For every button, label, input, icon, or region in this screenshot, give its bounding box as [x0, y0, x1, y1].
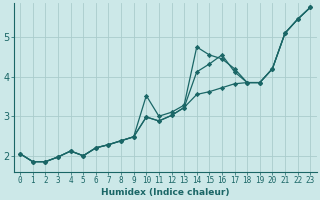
X-axis label: Humidex (Indice chaleur): Humidex (Indice chaleur) — [101, 188, 229, 197]
